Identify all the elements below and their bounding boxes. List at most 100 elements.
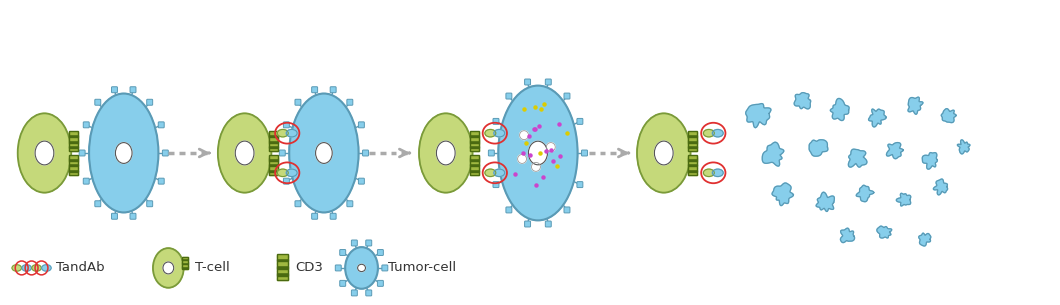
Bar — [688, 158, 697, 161]
Bar — [69, 131, 77, 151]
FancyBboxPatch shape — [146, 201, 153, 207]
FancyBboxPatch shape — [358, 178, 365, 184]
FancyBboxPatch shape — [358, 122, 365, 128]
Ellipse shape — [531, 162, 541, 171]
Ellipse shape — [419, 113, 473, 193]
Ellipse shape — [316, 143, 332, 163]
Ellipse shape — [289, 94, 358, 213]
FancyBboxPatch shape — [545, 221, 551, 227]
Polygon shape — [957, 140, 970, 154]
Bar — [688, 155, 697, 175]
Bar — [69, 149, 77, 151]
Bar — [470, 146, 479, 148]
FancyBboxPatch shape — [312, 213, 318, 219]
Bar — [269, 164, 278, 166]
Ellipse shape — [18, 113, 71, 193]
Bar — [69, 155, 77, 175]
Polygon shape — [877, 226, 891, 238]
FancyBboxPatch shape — [366, 240, 372, 246]
FancyBboxPatch shape — [382, 265, 388, 271]
Polygon shape — [908, 97, 923, 114]
Bar — [269, 135, 278, 137]
FancyBboxPatch shape — [94, 99, 101, 105]
Bar — [69, 146, 77, 148]
Bar — [269, 149, 278, 151]
Polygon shape — [919, 233, 931, 246]
Bar — [277, 273, 287, 276]
Ellipse shape — [153, 248, 183, 288]
FancyBboxPatch shape — [84, 122, 89, 128]
FancyBboxPatch shape — [330, 213, 336, 219]
Ellipse shape — [519, 131, 529, 140]
Ellipse shape — [494, 129, 505, 137]
Bar — [470, 173, 479, 175]
Text: TandAb: TandAb — [56, 261, 105, 274]
FancyBboxPatch shape — [84, 178, 89, 184]
Ellipse shape — [484, 129, 496, 137]
FancyBboxPatch shape — [582, 150, 587, 156]
Ellipse shape — [529, 141, 547, 165]
Bar — [688, 156, 697, 158]
Bar — [688, 146, 697, 148]
Bar — [688, 132, 697, 134]
Text: T-cell: T-cell — [195, 261, 230, 274]
Ellipse shape — [41, 265, 51, 271]
FancyBboxPatch shape — [162, 150, 169, 156]
Bar — [269, 167, 278, 169]
Bar — [470, 132, 479, 134]
Bar — [688, 161, 697, 163]
Bar — [470, 131, 479, 151]
FancyBboxPatch shape — [506, 207, 512, 213]
Bar — [470, 158, 479, 161]
Text: Tumor-cell: Tumor-cell — [388, 261, 457, 274]
FancyBboxPatch shape — [347, 99, 353, 105]
FancyBboxPatch shape — [111, 213, 118, 219]
Bar — [182, 257, 189, 258]
Text: CD3: CD3 — [295, 261, 323, 274]
Bar — [182, 266, 189, 267]
FancyBboxPatch shape — [377, 280, 384, 286]
FancyBboxPatch shape — [577, 118, 583, 124]
Polygon shape — [830, 99, 849, 120]
Bar — [277, 259, 287, 261]
Polygon shape — [848, 149, 867, 167]
Ellipse shape — [278, 169, 288, 177]
FancyBboxPatch shape — [111, 87, 118, 93]
Bar — [277, 270, 287, 272]
FancyBboxPatch shape — [80, 150, 85, 156]
Bar — [470, 167, 479, 169]
Bar — [470, 155, 479, 175]
Bar — [69, 164, 77, 166]
Bar — [688, 143, 697, 145]
Bar — [688, 149, 697, 151]
Bar — [688, 170, 697, 172]
Polygon shape — [745, 104, 771, 128]
Bar — [182, 261, 189, 262]
FancyBboxPatch shape — [330, 87, 336, 93]
Ellipse shape — [218, 113, 271, 193]
Bar — [69, 161, 77, 163]
Polygon shape — [816, 192, 834, 211]
Bar — [277, 266, 287, 269]
Ellipse shape — [498, 86, 578, 221]
Bar — [269, 140, 278, 142]
FancyBboxPatch shape — [545, 79, 551, 85]
Bar — [688, 173, 697, 175]
Bar — [269, 161, 278, 163]
Bar — [277, 254, 287, 280]
Bar — [269, 155, 278, 175]
Bar — [269, 146, 278, 148]
Bar — [269, 131, 278, 151]
Ellipse shape — [12, 265, 21, 271]
FancyBboxPatch shape — [295, 99, 301, 105]
Ellipse shape — [712, 169, 723, 177]
Ellipse shape — [163, 262, 174, 274]
Bar — [470, 138, 479, 140]
Bar — [69, 170, 77, 172]
Polygon shape — [794, 93, 811, 109]
Polygon shape — [772, 183, 793, 206]
Bar — [688, 135, 697, 137]
Bar — [688, 167, 697, 169]
Bar — [182, 264, 189, 266]
FancyBboxPatch shape — [94, 201, 101, 207]
